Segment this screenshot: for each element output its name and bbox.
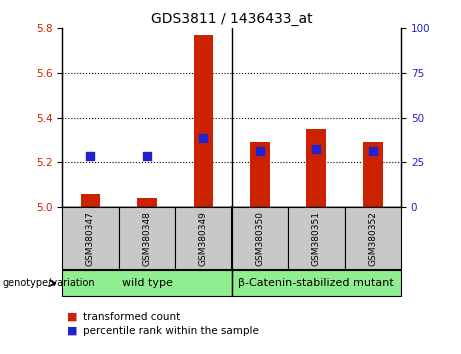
Point <box>87 153 94 159</box>
Point <box>369 148 377 154</box>
Text: GSM380352: GSM380352 <box>368 211 378 266</box>
Text: GSM380350: GSM380350 <box>255 211 265 266</box>
Bar <box>62 270 231 296</box>
Bar <box>81 194 100 207</box>
Title: GDS3811 / 1436433_at: GDS3811 / 1436433_at <box>151 12 313 26</box>
Bar <box>344 207 401 269</box>
Point <box>143 153 151 159</box>
Bar <box>288 207 344 269</box>
Bar <box>231 270 401 296</box>
Point <box>200 135 207 141</box>
Bar <box>231 207 288 269</box>
Text: GSM380348: GSM380348 <box>142 211 152 266</box>
Text: percentile rank within the sample: percentile rank within the sample <box>83 326 259 336</box>
Bar <box>118 207 175 269</box>
Bar <box>62 207 118 269</box>
Text: GSM380347: GSM380347 <box>86 211 95 266</box>
Bar <box>175 207 231 269</box>
Text: wild type: wild type <box>122 278 172 288</box>
Bar <box>194 35 213 207</box>
Bar <box>137 198 157 207</box>
Text: β-Catenin-stabilized mutant: β-Catenin-stabilized mutant <box>238 278 394 288</box>
Text: ■: ■ <box>67 312 77 322</box>
Bar <box>307 129 326 207</box>
Text: transformed count: transformed count <box>83 312 180 322</box>
Text: ■: ■ <box>67 326 77 336</box>
Text: GSM380351: GSM380351 <box>312 211 321 266</box>
Point <box>313 146 320 152</box>
Bar <box>250 142 270 207</box>
Point <box>256 148 264 154</box>
Text: genotype/variation: genotype/variation <box>2 278 95 288</box>
Bar <box>363 142 383 207</box>
Text: GSM380349: GSM380349 <box>199 211 208 266</box>
